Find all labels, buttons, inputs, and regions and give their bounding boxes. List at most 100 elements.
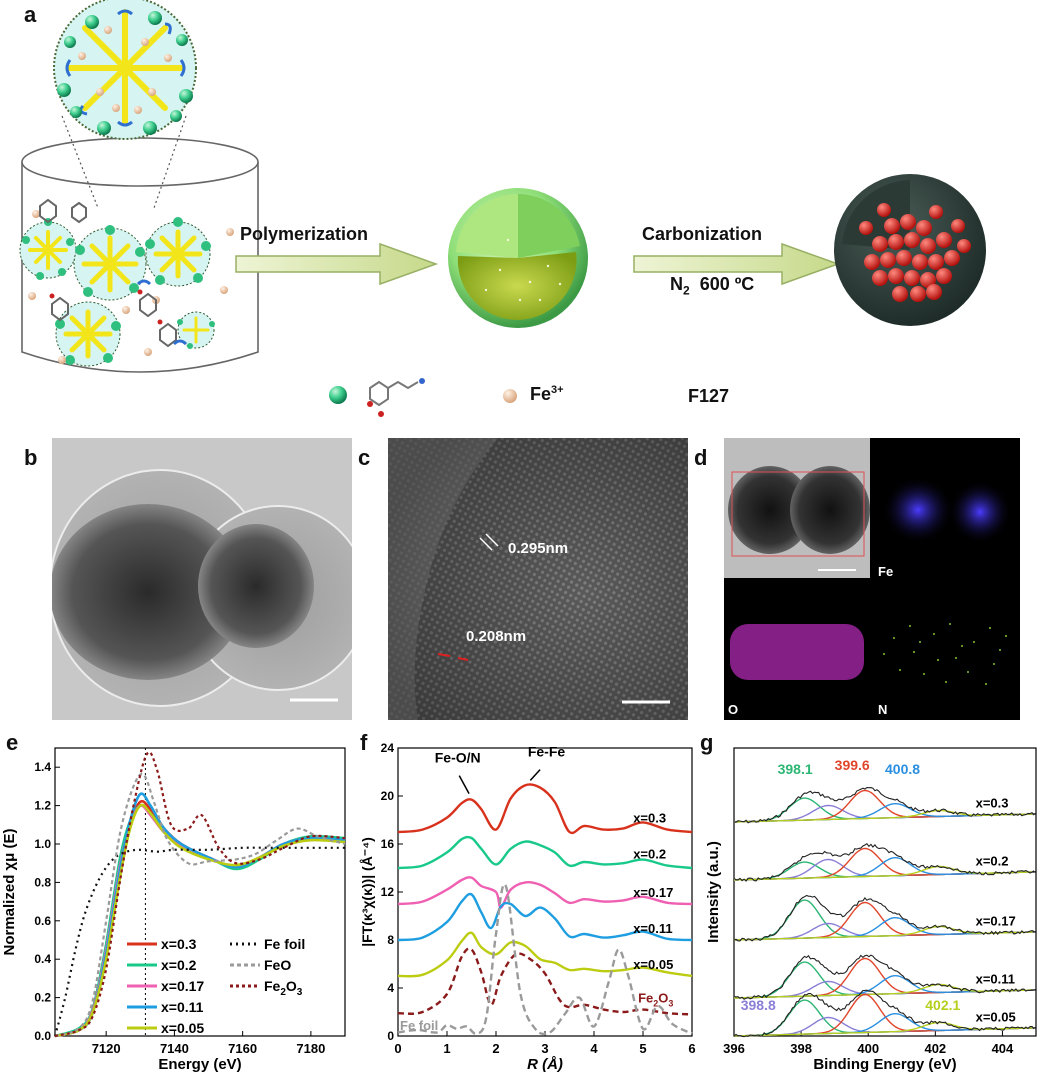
sample-label: x=0.3 bbox=[976, 796, 1009, 811]
y-tick-label: 24 bbox=[381, 741, 395, 755]
series-line-2 bbox=[397, 876, 693, 909]
series-line-6 bbox=[397, 883, 693, 1036]
polymerization-label: Polymerization bbox=[240, 224, 369, 244]
series-label: Fe foil bbox=[400, 1018, 438, 1033]
legend-label: x=0.3 bbox=[161, 936, 197, 952]
y-tick-label: 1.0 bbox=[34, 837, 51, 851]
series-line-1 bbox=[397, 835, 693, 870]
x-axis-label: Energy (eV) bbox=[158, 1056, 241, 1073]
annotation-arrow bbox=[529, 769, 541, 781]
hrtem-image-c bbox=[388, 438, 688, 720]
legend-label: x=0.2 bbox=[161, 957, 197, 973]
plot-frame bbox=[733, 747, 1037, 1037]
x-axis-label: R (Å) bbox=[527, 1056, 563, 1073]
series-line-6 bbox=[54, 773, 346, 1038]
x-tick-label: 5 bbox=[639, 1041, 646, 1056]
polymer-sphere-icon bbox=[448, 188, 588, 328]
x-tick-label: 0 bbox=[394, 1041, 401, 1056]
legend-label: x=0.11 bbox=[161, 999, 204, 1015]
fe-ion-legend-label: Fe3+ bbox=[530, 384, 564, 404]
x-tick-label: 396 bbox=[723, 1041, 745, 1056]
o-map-label: O bbox=[728, 702, 739, 717]
carbonization-condition: N2 600 ºC bbox=[670, 274, 755, 298]
annotation-arrow bbox=[458, 775, 470, 794]
panel-label-f: f bbox=[360, 730, 368, 755]
series-label: x=0.2 bbox=[633, 846, 666, 861]
y-axis-label: Normalized χμ (E) bbox=[1, 829, 18, 956]
y-tick-label: 0.8 bbox=[34, 875, 51, 889]
sample-label: x=0.11 bbox=[976, 972, 1015, 987]
eds-mapping-d bbox=[724, 438, 1020, 720]
n-map-label: N bbox=[878, 702, 888, 717]
x-tick-label: 7180 bbox=[296, 1041, 325, 1056]
x-tick-label: 402 bbox=[924, 1041, 946, 1056]
xps-spectrum bbox=[733, 894, 1035, 942]
series-label: Fe2O3 bbox=[638, 990, 673, 1008]
peak-label: 402.1 bbox=[925, 997, 960, 1013]
sample-label: x=0.05 bbox=[976, 1010, 1016, 1025]
xps-chart: 396 398 400 402 404 Binding Energy (eV) Intens… bbox=[705, 747, 1037, 1073]
x-tick-label: 400 bbox=[857, 1041, 879, 1056]
peak-annotation: Fe-O/N bbox=[435, 749, 481, 765]
y-tick-label: 0.4 bbox=[34, 952, 51, 966]
panel-label-d: d bbox=[694, 445, 708, 470]
legend-label: Fe2O3 bbox=[264, 978, 303, 998]
xps-spectrum bbox=[733, 954, 1035, 1000]
x-tick-label: 7160 bbox=[228, 1041, 257, 1056]
panel-label-a: a bbox=[24, 2, 37, 27]
xps-spectrum bbox=[733, 842, 1035, 882]
y-tick-label: 0.2 bbox=[34, 991, 51, 1005]
dopamine-molecule-icon bbox=[367, 378, 425, 417]
lattice-spacing-1: 0.295nm bbox=[508, 540, 569, 557]
carbonization-label: Carbonization bbox=[642, 224, 762, 244]
y-tick-label: 12 bbox=[381, 885, 395, 899]
carbon-sphere-icon bbox=[834, 174, 986, 326]
f127-legend-label: F127 bbox=[688, 386, 730, 406]
panel-label-g: g bbox=[700, 730, 714, 755]
x-axis-label: Binding Energy (eV) bbox=[813, 1056, 956, 1073]
peak-label: 399.6 bbox=[835, 757, 870, 773]
legend-label: Fe foil bbox=[264, 936, 305, 952]
x-tick-label: 4 bbox=[590, 1041, 598, 1056]
synthesis-schematic bbox=[19, 0, 986, 417]
x-tick-label: 6 bbox=[688, 1041, 695, 1056]
series-label: x=0.17 bbox=[633, 885, 673, 900]
y-tick-label: 4 bbox=[387, 981, 394, 995]
xps-spectrum bbox=[733, 787, 1035, 824]
y-tick-label: 8 bbox=[387, 933, 394, 947]
series-line-5 bbox=[397, 947, 693, 1016]
series-label: x=0.11 bbox=[633, 921, 672, 936]
xps-spectrum bbox=[733, 989, 1035, 1038]
panel-label-c: c bbox=[358, 445, 371, 470]
beaker-micelles-icon bbox=[19, 198, 234, 367]
series-line-4 bbox=[397, 931, 693, 978]
series-line-3 bbox=[397, 892, 693, 942]
legend-label: x=0.05 bbox=[161, 1020, 204, 1036]
xanes-chart: 7120 7140 7160 7180 0.0 0.2 0.4 0.6 0.8 1.0 1.2 1.4… bbox=[1, 747, 346, 1073]
x-tick-label: 404 bbox=[992, 1041, 1014, 1056]
y-tick-label: 0.6 bbox=[34, 914, 51, 928]
x-tick-label: 2 bbox=[492, 1041, 499, 1056]
x-tick-label: 7120 bbox=[92, 1041, 121, 1056]
y-tick-label: 1.2 bbox=[34, 799, 51, 813]
y-axis-label: Intensity (a.u.) bbox=[705, 841, 722, 943]
y-tick-label: 0 bbox=[387, 1029, 394, 1043]
peak-label: 398.8 bbox=[741, 997, 776, 1013]
peak-label: 400.8 bbox=[885, 761, 920, 777]
panel-label-b: b bbox=[24, 445, 38, 470]
panel-label-e: e bbox=[6, 730, 19, 755]
y-tick-label: 20 bbox=[381, 789, 395, 803]
plot-frame bbox=[54, 747, 346, 1037]
lattice-spacing-2: 0.208nm bbox=[466, 628, 527, 645]
x-tick-label: 1 bbox=[443, 1041, 450, 1056]
series-line-4 bbox=[54, 803, 346, 1038]
y-tick-label: 0.0 bbox=[34, 1029, 51, 1043]
y-tick-label: 1.4 bbox=[34, 760, 51, 774]
x-tick-label: 398 bbox=[790, 1041, 812, 1056]
carbonization-arrow-icon bbox=[633, 242, 841, 286]
y-tick-label: 16 bbox=[381, 837, 395, 851]
series-line-7 bbox=[54, 751, 346, 1038]
legend-label: FeO bbox=[264, 957, 291, 973]
x-tick-label: 7140 bbox=[160, 1041, 189, 1056]
series-line-0 bbox=[397, 783, 693, 835]
